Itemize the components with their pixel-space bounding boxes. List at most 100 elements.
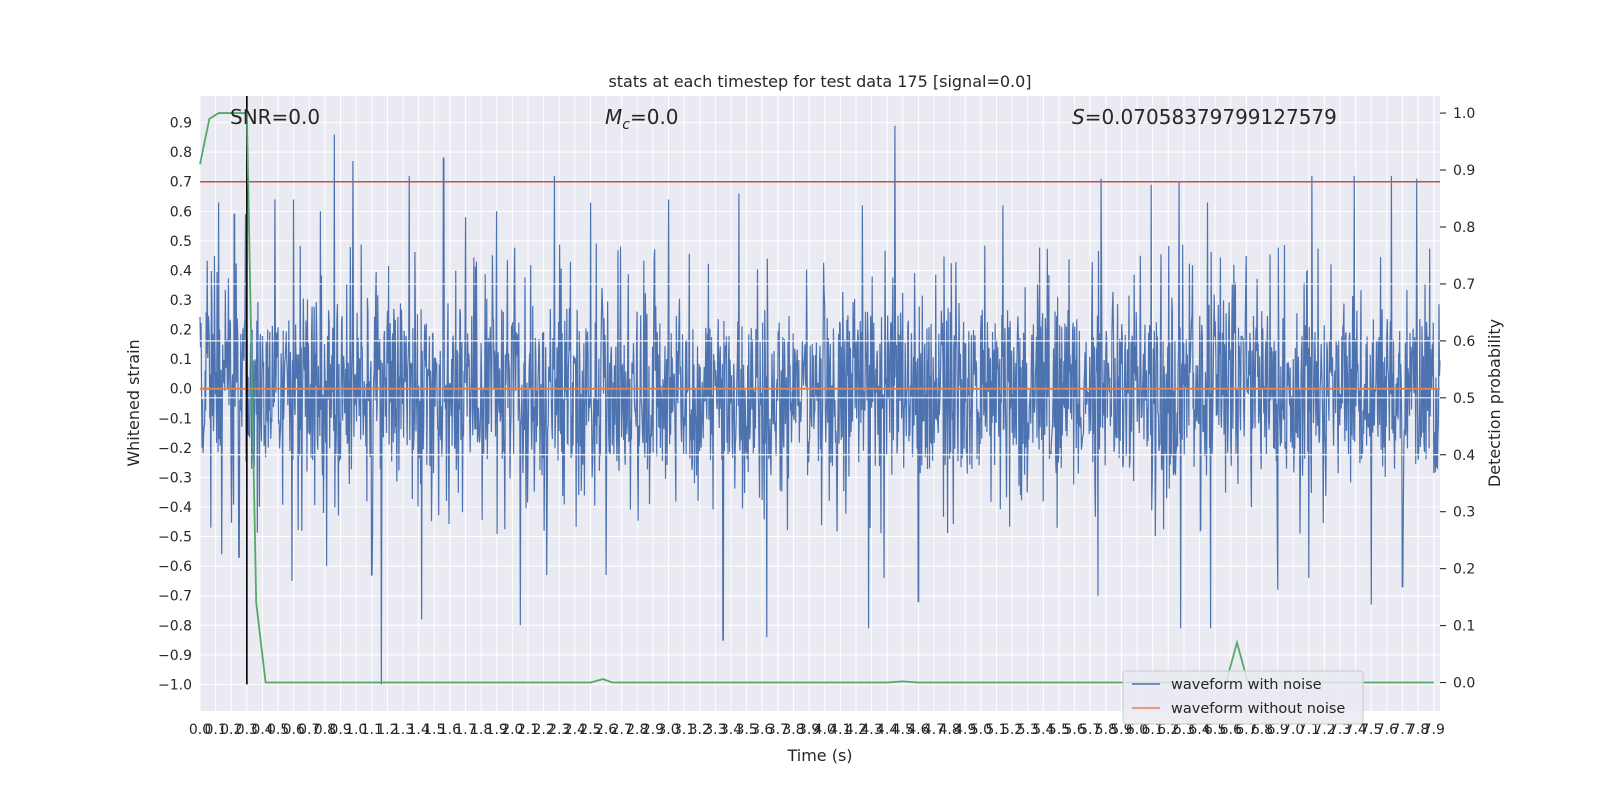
x-tick-label: 5.4 <box>1032 722 1054 738</box>
x-tick-label: 4.5 <box>892 722 914 738</box>
y2-tick-label: 0.7 <box>1453 277 1475 293</box>
x-tick-label: 5.5 <box>1048 722 1070 738</box>
x-tick-label: 1.1 <box>361 722 383 738</box>
x-tick-label: 2.5 <box>579 722 601 738</box>
chart-title: stats at each timestep for test data 175… <box>608 72 1031 91</box>
x-tick-label: 2.0 <box>501 722 523 738</box>
x-tick-label: 7.6 <box>1376 722 1398 738</box>
y-tick-label: 0.6 <box>170 204 192 220</box>
y2-ticks: 1.0 0.9 0.8 0.7 0.6 0.5 0.4 0.3 0.2 0.1 0.0 <box>1440 106 1475 692</box>
x-tick-label: 0.5 <box>267 722 289 738</box>
y-tick-label: 0.7 <box>170 175 192 191</box>
x-tick-label: 7.1 <box>1298 722 1320 738</box>
y2-tick-label: 0.2 <box>1453 562 1475 578</box>
x-tick-label: 0.6 <box>283 722 305 738</box>
x-tick-label: 5.7 <box>1079 722 1101 738</box>
x-tick-label: 3.8 <box>782 722 804 738</box>
x-tick-label: 3.2 <box>689 722 711 738</box>
x-tick-label: 7.2 <box>1313 722 1335 738</box>
x-tick-label: 2.3 <box>548 722 570 738</box>
y-tick-label: −0.1 <box>158 411 192 427</box>
x-tick-label: 0.4 <box>251 722 273 738</box>
y-tick-label: 0.9 <box>170 116 192 132</box>
y2-tick-label: 0.0 <box>1453 676 1475 692</box>
x-tick-label: 3.1 <box>673 722 695 738</box>
x-tick-label: 4.0 <box>814 722 836 738</box>
x-tick-label: 6.9 <box>1266 722 1288 738</box>
x-tick-label: 1.3 <box>392 722 414 738</box>
x-tick-label: 6.8 <box>1251 722 1273 738</box>
x-tick-label: 1.7 <box>454 722 476 738</box>
x-tick-label: 2.6 <box>595 722 617 738</box>
x-tick-label: 2.9 <box>642 722 664 738</box>
y-tick-label: 0.4 <box>170 263 192 279</box>
x-tick-label: 1.6 <box>439 722 461 738</box>
x-tick-label: 4.1 <box>829 722 851 738</box>
legend-label-noise: waveform with noise <box>1171 677 1322 693</box>
data-layer <box>199 96 1441 685</box>
x-tick-label: 5.0 <box>970 722 992 738</box>
x-tick-label: 6.2 <box>1157 722 1179 738</box>
y-tick-label: −0.3 <box>158 470 192 486</box>
snr-annotation: SNR=0.0 <box>230 105 320 129</box>
y2-tick-label: 0.9 <box>1453 163 1475 179</box>
y-tick-label: −0.7 <box>158 589 192 605</box>
x-tick-label: 4.6 <box>907 722 929 738</box>
x-tick-label: 3.5 <box>735 722 757 738</box>
chirp-mass-annotation: Mc=0.0 <box>605 105 679 133</box>
y2-tick-label: 0.5 <box>1453 391 1475 407</box>
y-tick-label: −1.0 <box>158 677 192 693</box>
x-tick-label: 0.7 <box>298 722 320 738</box>
x-tick-label: 3.6 <box>751 722 773 738</box>
x-tick-label: 3.0 <box>657 722 679 738</box>
y2-tick-label: 0.4 <box>1453 448 1475 464</box>
x-tick-label: 4.4 <box>876 722 898 738</box>
x-tick-label: 2.4 <box>564 722 586 738</box>
x-tick-label: 7.0 <box>1282 722 1304 738</box>
x-tick-label: 7.9 <box>1423 722 1445 738</box>
x-tick-label: 1.5 <box>423 722 445 738</box>
y-tick-label: 0.3 <box>170 293 192 309</box>
x-tick-label: 5.2 <box>1001 722 1023 738</box>
x-tick-label: 7.7 <box>1391 722 1413 738</box>
y2-tick-label: 0.1 <box>1453 619 1475 635</box>
x-tick-label: 6.0 <box>1126 722 1148 738</box>
x-tick-label: 0.1 <box>204 722 226 738</box>
x-tick-label: 4.7 <box>923 722 945 738</box>
y2-tick-label: 1.0 <box>1453 106 1475 122</box>
x-tick-label: 0.9 <box>329 722 351 738</box>
x-tick-label: 1.8 <box>470 722 492 738</box>
x-tick-label: 0.8 <box>314 722 336 738</box>
y-tick-label: −0.5 <box>158 530 192 546</box>
y-tick-label: −0.2 <box>158 441 192 457</box>
x-tick-label: 4.8 <box>938 722 960 738</box>
legend: waveform with noise waveform without noi… <box>1122 670 1364 725</box>
y2-tick-label: 0.6 <box>1453 334 1475 350</box>
x-tick-label: 6.7 <box>1235 722 1257 738</box>
x-tick-label: 4.9 <box>954 722 976 738</box>
y-tick-label: −0.4 <box>158 500 192 516</box>
x-tick-label: 7.5 <box>1360 722 1382 738</box>
x-tick-label: 7.8 <box>1407 722 1429 738</box>
y-tick-label: −0.8 <box>158 618 192 634</box>
x-tick-label: 1.9 <box>486 722 508 738</box>
x-tick-label: 3.9 <box>798 722 820 738</box>
x-tick-label: 6.3 <box>1173 722 1195 738</box>
y2-tick-label: 0.8 <box>1453 220 1475 236</box>
x-axis-label: Time (s) <box>786 746 852 765</box>
y-tick-label: −0.9 <box>158 648 192 664</box>
y-tick-label: −0.6 <box>158 559 192 575</box>
y-tick-label: 0.1 <box>170 352 192 368</box>
x-tick-label: 1.2 <box>376 722 398 738</box>
x-tick-label: 2.7 <box>611 722 633 738</box>
x-tick-label: 6.5 <box>1204 722 1226 738</box>
x-tick-label: 2.8 <box>626 722 648 738</box>
y-tick-label: 0.5 <box>170 234 192 250</box>
y-tick-label: 0.0 <box>170 382 192 398</box>
y-ticks: 0.9 0.8 0.7 0.6 0.5 0.4 0.3 0.2 0.1 0.0 −0.1 −0.2 −0… <box>158 116 192 694</box>
x-tick-label: 5.3 <box>1017 722 1039 738</box>
x-tick-label: 0.2 <box>220 722 242 738</box>
y-tick-label: 0.2 <box>170 323 192 339</box>
